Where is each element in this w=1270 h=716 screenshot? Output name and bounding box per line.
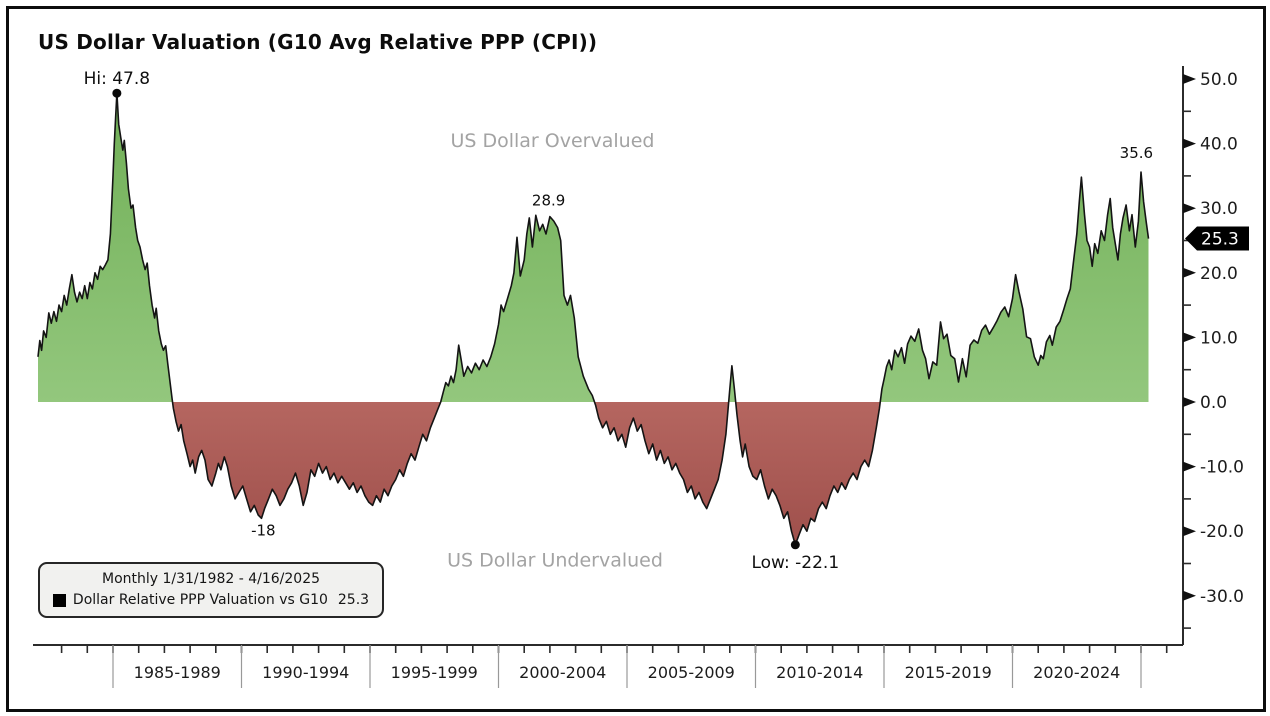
y-tick-label: 20.0 bbox=[1200, 264, 1238, 284]
y-major-tick-icon bbox=[1183, 74, 1196, 84]
x-period-label: 1985-1989 bbox=[134, 663, 221, 682]
y-tick-label: 50.0 bbox=[1200, 70, 1238, 90]
y-tick-label: 30.0 bbox=[1200, 199, 1238, 219]
x-period-label: 2005-2009 bbox=[648, 663, 735, 682]
legend-date-range: Monthly 1/31/1982 - 4/16/2025 bbox=[48, 569, 374, 590]
legend-date-range-text: Monthly 1/31/1982 - 4/16/2025 bbox=[101, 571, 321, 587]
y-tick-label: 40.0 bbox=[1200, 135, 1238, 155]
y-major-tick-icon bbox=[1183, 267, 1196, 278]
axes: 50.0 40.0 30.0 20.0 10.0 0.0 -10.0 -20.0 -30.0 19… bbox=[33, 66, 1244, 688]
x-period-label: 2020-2024 bbox=[1033, 663, 1120, 682]
y-tick-label: 10.0 bbox=[1200, 328, 1238, 348]
annotation-dot-icon bbox=[790, 540, 800, 550]
series-area bbox=[37, 92, 1150, 546]
zone-label: US Dollar Overvalued bbox=[450, 130, 654, 152]
y-major-tick-icon bbox=[1183, 526, 1196, 537]
annotation: Hi: 47.8 bbox=[84, 69, 151, 98]
y-tick-label: -30.0 bbox=[1200, 587, 1244, 607]
annotation: -18 bbox=[251, 521, 276, 539]
x-period-label: 2015-2019 bbox=[905, 663, 992, 682]
zone-label: US Dollar Undervalued bbox=[447, 550, 663, 572]
annotation: Low: -22.1 bbox=[751, 540, 839, 573]
legend-series-value: 25.3 bbox=[337, 592, 370, 608]
annotation-label: 35.6 bbox=[1120, 144, 1153, 162]
x-period-label: 1995-1999 bbox=[391, 663, 478, 682]
annotation-dot-icon bbox=[112, 88, 122, 98]
y-major-tick-icon bbox=[1183, 461, 1196, 472]
annotation: 35.6 bbox=[1120, 144, 1153, 162]
x-period-label: 1990-1994 bbox=[262, 663, 349, 682]
legend-box: Monthly 1/31/1982 - 4/16/2025 Dollar Rel… bbox=[38, 562, 384, 618]
annotation-label: Hi: 47.8 bbox=[84, 69, 151, 89]
current-value-tag: 25.3 bbox=[1185, 226, 1249, 251]
y-tick-label: -20.0 bbox=[1200, 522, 1244, 542]
annotation-label: 28.9 bbox=[532, 191, 565, 209]
legend-series-label: Dollar Relative PPP Valuation vs G10 bbox=[72, 592, 328, 608]
y-major-tick-icon bbox=[1183, 397, 1196, 407]
y-tick-label: -10.0 bbox=[1200, 458, 1244, 478]
annotation-label: -18 bbox=[251, 521, 276, 539]
y-major-tick-icon bbox=[1183, 332, 1196, 343]
legend-series-row: Dollar Relative PPP Valuation vs G10 25.… bbox=[48, 590, 374, 611]
y-major-tick-icon bbox=[1183, 203, 1196, 214]
y-major-tick-icon bbox=[1183, 138, 1196, 149]
series-swatch-icon bbox=[52, 594, 66, 607]
x-period-label: 2000-2004 bbox=[519, 663, 606, 682]
x-period-label: 2010-2014 bbox=[776, 663, 863, 682]
annotation-label: Low: -22.1 bbox=[751, 553, 839, 573]
y-major-tick-icon bbox=[1183, 590, 1196, 601]
series-line bbox=[37, 92, 1150, 546]
annotation: 28.9 bbox=[532, 191, 565, 209]
y-tick-label: 0.0 bbox=[1200, 393, 1227, 413]
current-value-label: 25.3 bbox=[1201, 230, 1239, 250]
chart-title: US Dollar Valuation (G10 Avg Relative PP… bbox=[38, 30, 598, 54]
